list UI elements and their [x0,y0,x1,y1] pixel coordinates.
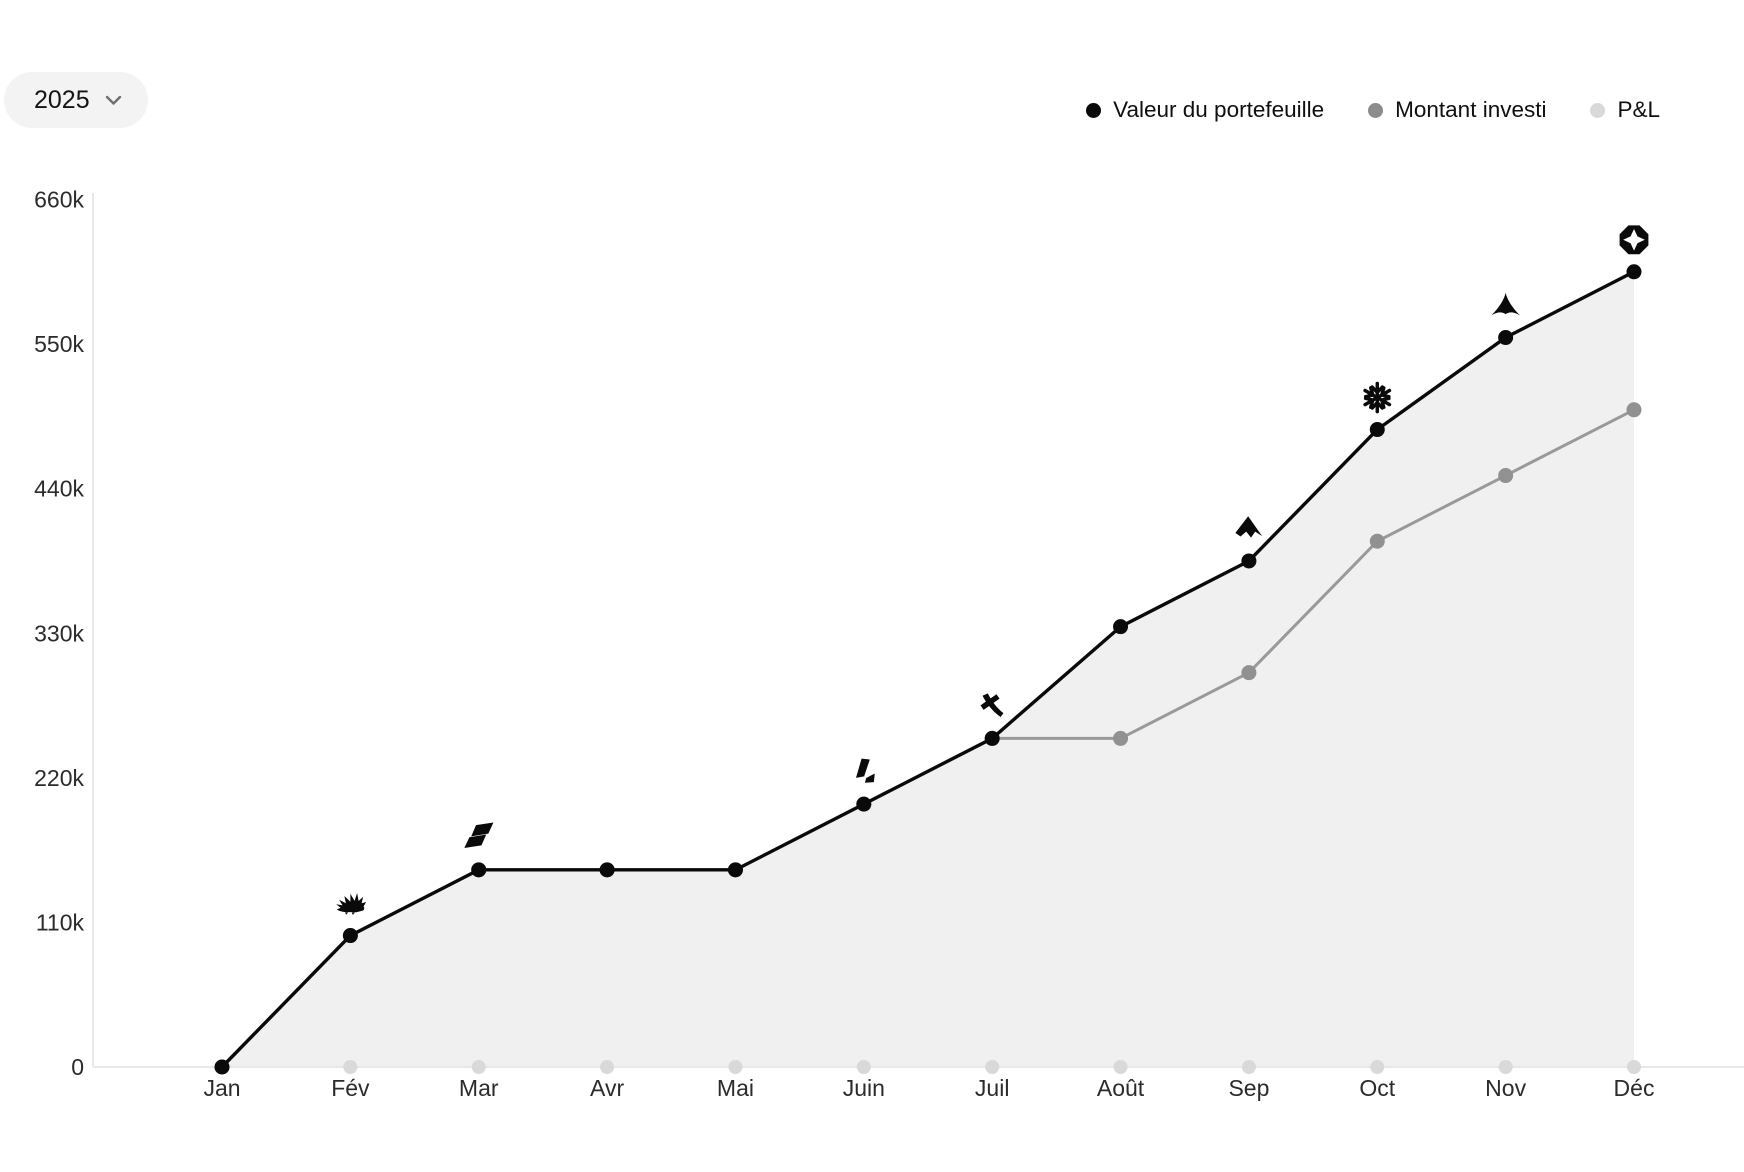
portfolio-dot[interactable] [1369,422,1385,438]
y-tick-label: 440k [34,476,84,502]
legend-item-0[interactable]: Valeur du portefeuille [1086,97,1324,123]
pnl-dot[interactable] [856,1060,871,1074]
legend-dot [1590,102,1606,118]
pnl-dot[interactable] [1498,1060,1513,1074]
snowflake-icon[interactable] [1360,381,1394,414]
y-tick-label: 550k [34,331,84,357]
x-tick-label: Juil [975,1075,1010,1101]
y-tick-label: 110k [36,909,85,935]
invested-dot[interactable] [1241,665,1257,681]
portfolio-dot[interactable] [1498,330,1514,346]
x-tick-label: Avr [590,1075,624,1101]
y-tick-label: 660k [34,187,84,213]
portfolio-dot[interactable] [856,796,872,812]
chevron-down-icon [105,95,121,105]
pnl-dot[interactable] [600,1060,615,1074]
legend-dot [1086,102,1102,118]
shutter-star-icon[interactable] [1619,225,1649,255]
x-tick-label: Oct [1359,1075,1395,1101]
portfolio-dot[interactable] [471,862,487,878]
x-tick-label: Mai [717,1075,754,1101]
x-tick-label: Sep [1228,1075,1269,1101]
x-tick-label: Nov [1485,1075,1526,1101]
portfolio-dot[interactable] [599,862,615,878]
pnl-dot[interactable] [985,1060,1000,1074]
x-tick-label: Juin [843,1075,885,1101]
y-tick-label: 220k [34,765,84,791]
pnl-dot[interactable] [1370,1060,1385,1074]
mountain-flag-icon[interactable] [1235,516,1263,538]
x-tick-label: Mar [459,1075,499,1101]
invested-dot[interactable] [1369,533,1385,549]
year-label: 2025 [34,85,90,114]
pnl-dot[interactable] [1241,1060,1256,1074]
pnl-area [222,271,1634,1068]
y-tick-label: 0 [71,1054,84,1080]
pnl-dot[interactable] [1113,1060,1128,1074]
invested-dot[interactable] [1626,402,1642,418]
chart-legend: Valeur du portefeuille Montant investi P&L [1086,96,1660,124]
legend-label: Valeur du portefeuille [1113,97,1325,122]
x-tick-label: Août [1097,1075,1145,1101]
legend-item-2[interactable]: P&L [1590,97,1660,123]
axe-icon[interactable] [976,688,1009,723]
legend-dot [1368,102,1384,118]
x-tick-label: Fév [331,1075,370,1101]
portfolio-dot[interactable] [214,1059,230,1075]
portfolio-line [220,270,1635,1069]
flag-icon[interactable] [464,822,494,849]
invested-dot[interactable] [1498,468,1514,484]
legend-item-1[interactable]: Montant investi [1368,97,1546,123]
jet-icon[interactable] [1491,292,1520,316]
hedgehog-icon[interactable] [336,893,367,915]
portfolio-dot[interactable] [984,730,1000,746]
legend-label: P&L [1617,97,1660,122]
year-selector[interactable]: 2025 [4,72,148,128]
invested-dot[interactable] [1113,730,1129,746]
portfolio-dot[interactable] [727,862,743,878]
legend-label: Montant investi [1395,97,1547,122]
pnl-dot[interactable] [1627,1060,1641,1074]
portfolio-dot[interactable] [342,928,358,944]
pnl-dot[interactable] [343,1060,358,1074]
portfolio-dot[interactable] [1626,264,1642,280]
y-tick-label: 330k [34,620,84,646]
portfolio-dot[interactable] [1113,619,1129,635]
pnl-dot[interactable] [728,1060,743,1074]
pnl-dot[interactable] [471,1060,486,1074]
x-tick-label: Jan [203,1075,240,1101]
portfolio-dot[interactable] [1241,553,1257,569]
x-tick-label: Déc [1614,1075,1655,1101]
boot-icon[interactable] [856,758,875,783]
